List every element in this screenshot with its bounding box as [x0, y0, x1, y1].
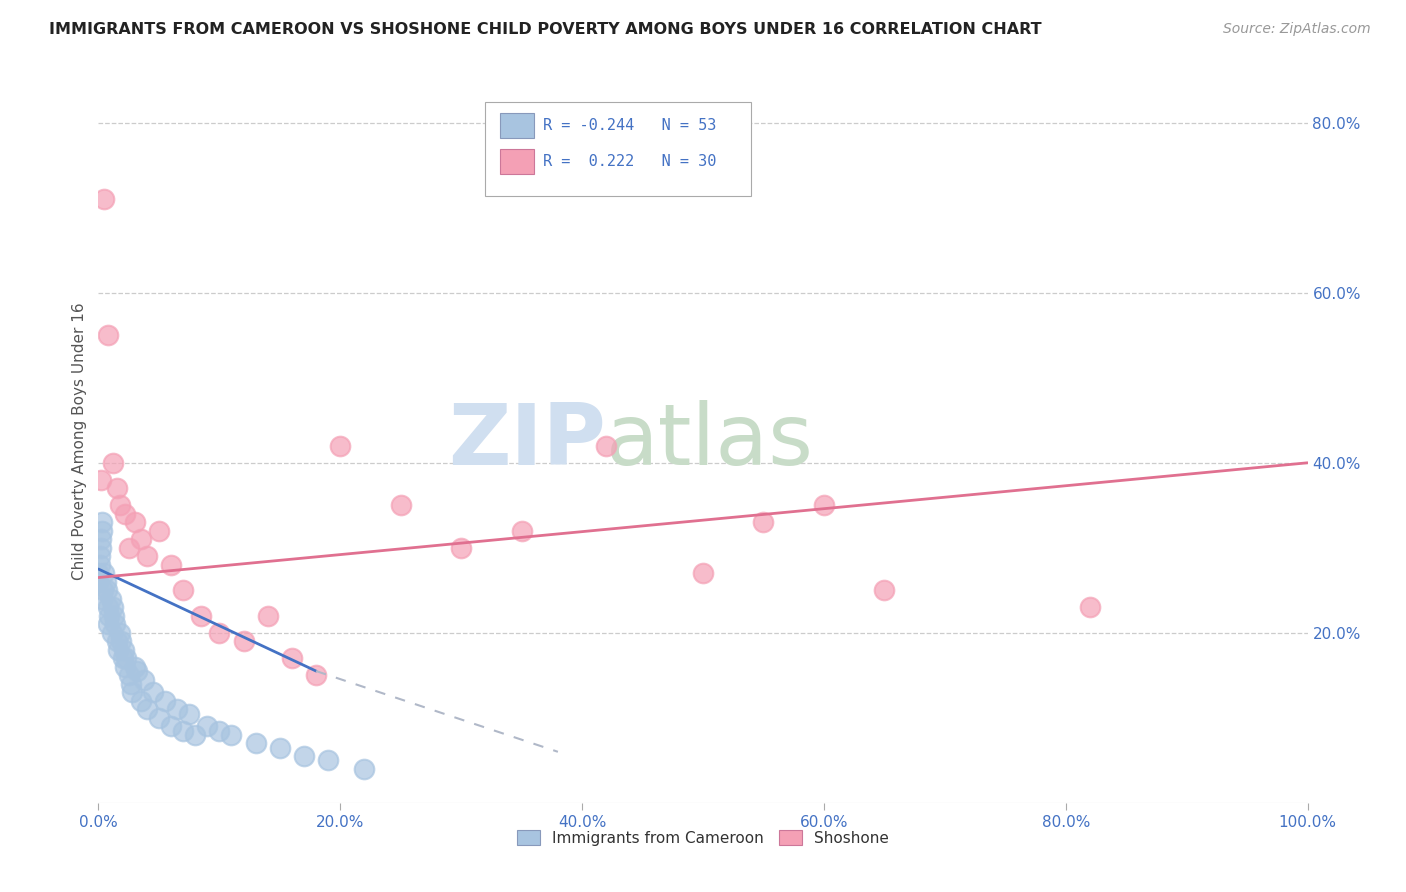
Point	[316, 753, 339, 767]
Point	[93, 566, 115, 581]
Point	[89, 549, 111, 564]
Point	[124, 660, 146, 674]
Point	[101, 600, 124, 615]
Point	[245, 736, 267, 750]
Point	[108, 625, 131, 640]
Point	[195, 719, 218, 733]
Point	[101, 456, 124, 470]
Point	[450, 541, 472, 555]
Point	[90, 533, 112, 547]
Point	[93, 192, 115, 206]
Point	[127, 664, 149, 678]
Point	[87, 566, 110, 581]
Point	[91, 583, 114, 598]
Point	[94, 574, 117, 589]
Point	[103, 608, 125, 623]
Point	[813, 498, 835, 512]
Point	[97, 617, 120, 632]
Point	[221, 728, 243, 742]
Point	[112, 642, 135, 657]
Point	[353, 762, 375, 776]
Point	[281, 651, 304, 665]
Point	[114, 660, 136, 674]
Point	[98, 608, 121, 623]
FancyBboxPatch shape	[501, 149, 534, 174]
Point	[510, 524, 533, 538]
Point	[142, 685, 165, 699]
Point	[305, 668, 328, 682]
Point	[595, 439, 617, 453]
Point	[184, 728, 207, 742]
Point	[105, 481, 128, 495]
Text: Source: ZipAtlas.com: Source: ZipAtlas.com	[1223, 22, 1371, 37]
Text: IMMIGRANTS FROM CAMEROON VS SHOSHONE CHILD POVERTY AMONG BOYS UNDER 16 CORRELATI: IMMIGRANTS FROM CAMEROON VS SHOSHONE CHI…	[49, 22, 1042, 37]
Point	[121, 685, 143, 699]
Point	[232, 634, 254, 648]
Point	[89, 558, 111, 572]
Point	[190, 608, 212, 623]
Point	[166, 702, 188, 716]
Point	[160, 558, 183, 572]
Point	[292, 749, 315, 764]
Point	[873, 583, 896, 598]
Point	[208, 625, 231, 640]
Point	[172, 723, 194, 738]
Point	[329, 439, 352, 453]
Point	[179, 706, 201, 721]
Point	[97, 600, 120, 615]
Point	[90, 541, 112, 555]
Point	[91, 524, 114, 538]
Point	[752, 516, 775, 530]
Point	[269, 740, 291, 755]
Point	[111, 651, 134, 665]
Point	[97, 328, 120, 343]
Point	[120, 677, 142, 691]
Text: R = -0.244   N = 53: R = -0.244 N = 53	[543, 118, 717, 133]
Point	[135, 702, 157, 716]
Point	[153, 694, 176, 708]
Point	[172, 583, 194, 598]
Text: R =  0.222   N = 30: R = 0.222 N = 30	[543, 153, 717, 169]
Point	[118, 668, 141, 682]
Point	[114, 507, 136, 521]
Point	[87, 574, 110, 589]
Point	[1078, 600, 1101, 615]
Point	[129, 533, 152, 547]
Point	[96, 583, 118, 598]
Point	[148, 711, 170, 725]
Point	[124, 516, 146, 530]
Point	[135, 549, 157, 564]
Point	[692, 566, 714, 581]
Point	[108, 498, 131, 512]
FancyBboxPatch shape	[501, 112, 534, 138]
Text: atlas: atlas	[606, 400, 814, 483]
Point	[104, 617, 127, 632]
Y-axis label: Child Poverty Among Boys Under 16: Child Poverty Among Boys Under 16	[72, 302, 87, 581]
Point	[160, 719, 183, 733]
Point	[105, 634, 128, 648]
Point	[256, 608, 278, 623]
FancyBboxPatch shape	[485, 102, 751, 196]
Point	[148, 524, 170, 538]
Point	[208, 723, 231, 738]
Point	[100, 591, 122, 606]
Point	[389, 498, 412, 512]
Legend: Immigrants from Cameroon, Shoshone: Immigrants from Cameroon, Shoshone	[517, 830, 889, 846]
Point	[129, 694, 152, 708]
Point	[107, 642, 129, 657]
Point	[134, 673, 156, 687]
Point	[118, 541, 141, 555]
Point	[115, 651, 138, 665]
Point	[90, 473, 112, 487]
Point	[100, 625, 122, 640]
Text: ZIP: ZIP	[449, 400, 606, 483]
Point	[110, 634, 132, 648]
Point	[91, 516, 114, 530]
Point	[91, 591, 114, 606]
